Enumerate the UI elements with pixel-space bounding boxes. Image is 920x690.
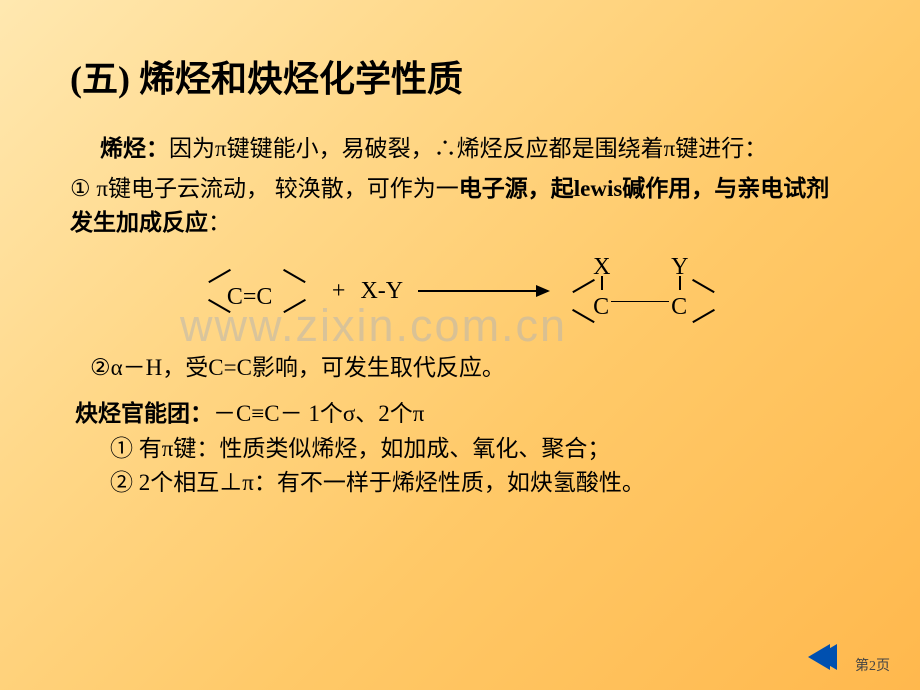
reactant-alkene: C=C <box>197 261 317 321</box>
slide: (五) 烯烃和炔烃化学性质 烯烃：因为π键键能小，易破裂，∴烯烃反应都是围绕着π… <box>0 0 920 531</box>
para3-lead: 炔烃官能团： <box>75 401 213 426</box>
reaction-arrow <box>418 290 548 292</box>
product-c2: C <box>671 289 687 325</box>
plus-sign: + <box>332 273 346 309</box>
slide-title: (五) 烯烃和炔烃化学性质 <box>70 50 850 102</box>
paragraph-5: ② 2个相互⊥π：有不一样于烯烃性质，如炔氢酸性。 <box>70 466 850 501</box>
reaction-diagram: C=C + X-Y X Y C C <box>70 251 850 331</box>
paragraph-1-point1: ① π键电子云流动， 较涣散，可作为一电子源，起lewis碱作用，与亲电试剂发生… <box>70 172 850 241</box>
paragraph-1: 烯烃：因为π键键能小，易破裂，∴烯烃反应都是围绕着π键进行： <box>70 132 850 167</box>
pbond-tl <box>572 278 594 292</box>
para3-text: －C≡C－ 1个σ、2个π <box>213 401 424 426</box>
pbond-bl <box>572 308 594 322</box>
bond-top-right <box>283 268 305 282</box>
paragraph-4: ① 有π键：性质类似烯烃，如加成、氧化、聚合； <box>70 432 850 467</box>
content-area: 烯烃：因为π键键能小，易破裂，∴烯烃反应都是围绕着π键进行： ① π键电子云流动… <box>70 132 850 501</box>
bond-cy <box>679 276 681 290</box>
para1-lead: 烯烃： <box>100 136 169 161</box>
product-c1: C <box>593 289 609 325</box>
para1-text: 因为π键键能小，易破裂，∴烯烃反应都是围绕着π键进行： <box>169 136 767 161</box>
nav-back-icon[interactable] <box>808 644 830 670</box>
pbond-tr <box>692 278 714 292</box>
bond-cc-single <box>611 301 669 303</box>
bond-bottom-right <box>283 298 305 312</box>
bond-cx <box>601 276 603 290</box>
paragraph-3: 炔烃官能团：－C≡C－ 1个σ、2个π <box>70 397 850 432</box>
point1-prefix: ① π键电子云流动， 较涣散，可作为一 <box>70 176 459 201</box>
product-structure: X Y C C <box>563 251 723 331</box>
xy-reagent: X-Y <box>360 273 403 309</box>
pbond-br <box>692 308 714 322</box>
page-number: 第2页 <box>855 655 890 675</box>
paragraph-2: ②α－H，受C=C影响，可发生取代反应。 <box>70 351 850 386</box>
point1-suffix: ： <box>208 210 231 235</box>
cc-label: C=C <box>227 279 273 315</box>
